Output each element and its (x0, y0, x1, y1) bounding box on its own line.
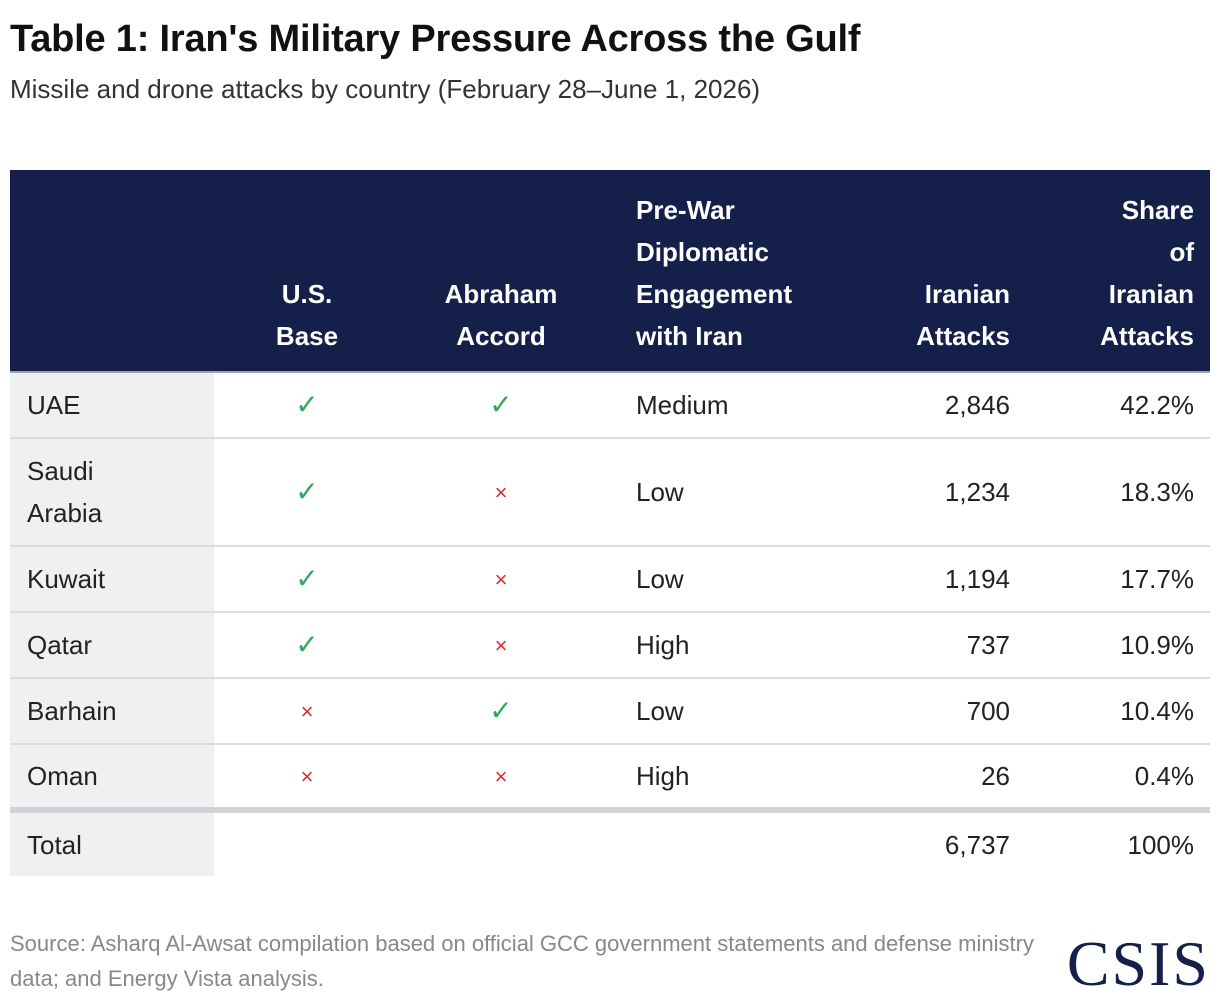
country-cell: Qatar (10, 612, 214, 679)
header-label-line: Abraham (444, 279, 558, 309)
attacks-cell: 2,846 (844, 372, 1026, 439)
engagement-cell: Medium (602, 372, 844, 439)
country-cell: UAE (10, 372, 214, 439)
share-cell: 10.9% (1026, 612, 1210, 679)
share-cell: 10.4% (1026, 678, 1210, 745)
check-icon: ✓ (295, 476, 319, 507)
table-row: Qatar ✓ × High 737 10.9% (10, 612, 1210, 679)
csis-logo: CSIS (1066, 928, 1210, 999)
header-abraham-accord: Abraham Accord (400, 170, 602, 373)
attacks-cell: 1,194 (844, 546, 1026, 613)
header-attacks: Iranian Attacks (844, 170, 1026, 373)
table-subtitle: Missile and drone attacks by country (Fe… (10, 74, 761, 104)
header-label-line: Iranian (1108, 279, 1194, 309)
header-row: U.S. Base Abraham Accord Pre-War Diplomatic… (10, 170, 1210, 373)
total-label: Total (10, 810, 214, 876)
share-cell: 0.4% (1026, 744, 1210, 813)
country-name: Qatar (27, 630, 93, 660)
cross-icon: × (494, 480, 508, 505)
country-name: Arabia (27, 498, 103, 528)
share-cell: 18.3% (1026, 438, 1210, 547)
attacks-table: U.S. Base Abraham Accord Pre-War Diplomatic… (10, 170, 1210, 876)
cross-icon: × (300, 699, 314, 724)
header-label-line: Engagement (636, 279, 793, 309)
header-share: Share of Iranian Attacks (1026, 170, 1210, 373)
engagement-cell: Low (602, 438, 844, 547)
total-attacks-cell: 6,737 (944, 829, 1010, 860)
table-body: UAE ✓ ✓ Medium 2,846 42.2% Saudi Arabia ✓ × Low 1,2… (10, 372, 1210, 876)
country-name: Saudi (27, 456, 94, 486)
header-label-line: Pre-War (636, 195, 735, 225)
header-label-line: U.S. (281, 279, 333, 309)
empty-cell (214, 810, 400, 876)
attacks-cell: 26 (844, 744, 1026, 813)
abraham-accord-cell: × (400, 438, 602, 547)
us-base-cell: × (214, 744, 400, 813)
check-icon: ✓ (295, 563, 319, 594)
share-cell: 17.7% (1026, 546, 1210, 613)
abraham-accord-cell: × (400, 612, 602, 679)
cross-icon: × (494, 633, 508, 658)
total-row: Total 6,737 100% (10, 810, 1210, 876)
empty-cell (602, 810, 844, 876)
share-cell: 42.2% (1026, 372, 1210, 439)
cross-icon: × (494, 567, 508, 592)
engagement-cell: Low (602, 678, 844, 745)
source-note: Source: Asharq Al-Awsat compilation base… (10, 931, 1034, 991)
header-label-line: Base (275, 321, 339, 351)
engagement-cell: High (602, 612, 844, 679)
header-label-line: Accord (456, 321, 546, 351)
abraham-accord-cell: × (400, 546, 602, 613)
us-base-cell: ✓ (214, 612, 400, 679)
country-cell: Oman (10, 744, 214, 813)
engagement-cell: High (602, 744, 844, 813)
table-row: Saudi Arabia ✓ × Low 1,234 18.3% (10, 438, 1210, 547)
cross-icon: × (494, 764, 508, 789)
header-label-line: Share (1121, 195, 1194, 225)
header-label-line: with Iran (636, 321, 743, 351)
cross-icon: × (300, 764, 314, 789)
country-name: Kuwait (27, 564, 106, 594)
header-label-line: Attacks (916, 321, 1010, 351)
country-name: Oman (27, 761, 98, 791)
us-base-cell: × (214, 678, 400, 745)
table-title: Table 1: Iran's Military Pressure Across… (10, 18, 861, 60)
attacks-cell: 1,234 (844, 438, 1026, 547)
attacks-cell: 700 (844, 678, 1026, 745)
abraham-accord-cell: ✓ (400, 372, 602, 439)
table-row: Kuwait ✓ × Low 1,194 17.7% (10, 546, 1210, 613)
header-label-line: of (1169, 237, 1194, 267)
table-row: UAE ✓ ✓ Medium 2,846 42.2% (10, 372, 1210, 439)
table-row: Barhain × ✓ Low 700 10.4% (10, 678, 1210, 745)
empty-cell (400, 810, 602, 876)
check-icon: ✓ (489, 695, 513, 726)
header-us-base: U.S. Base (214, 170, 400, 373)
us-base-cell: ✓ (214, 438, 400, 547)
attacks-cell: 737 (844, 612, 1026, 679)
country-name: Barhain (27, 696, 117, 726)
table-row: Oman × × High 26 0.4% (10, 744, 1210, 813)
country-cell: Barhain (10, 678, 214, 745)
header-label-line: Diplomatic (636, 237, 769, 267)
country-name: UAE (27, 390, 81, 420)
engagement-cell: Low (602, 546, 844, 613)
header-engagement: Pre-War Diplomatic Engagement with Iran (602, 170, 844, 373)
check-icon: ✓ (295, 389, 319, 420)
total-share-cell: 100% (1127, 829, 1195, 860)
country-cell: Kuwait (10, 546, 214, 613)
header-label-line: Iranian (924, 279, 1010, 309)
us-base-cell: ✓ (214, 546, 400, 613)
country-cell: Saudi Arabia (10, 438, 214, 547)
abraham-accord-cell: ✓ (400, 678, 602, 745)
us-base-cell: ✓ (214, 372, 400, 439)
abraham-accord-cell: × (400, 744, 602, 813)
header-label-line: Attacks (1100, 321, 1194, 351)
check-icon: ✓ (489, 389, 513, 420)
check-icon: ✓ (295, 629, 319, 660)
header-country (10, 170, 214, 373)
